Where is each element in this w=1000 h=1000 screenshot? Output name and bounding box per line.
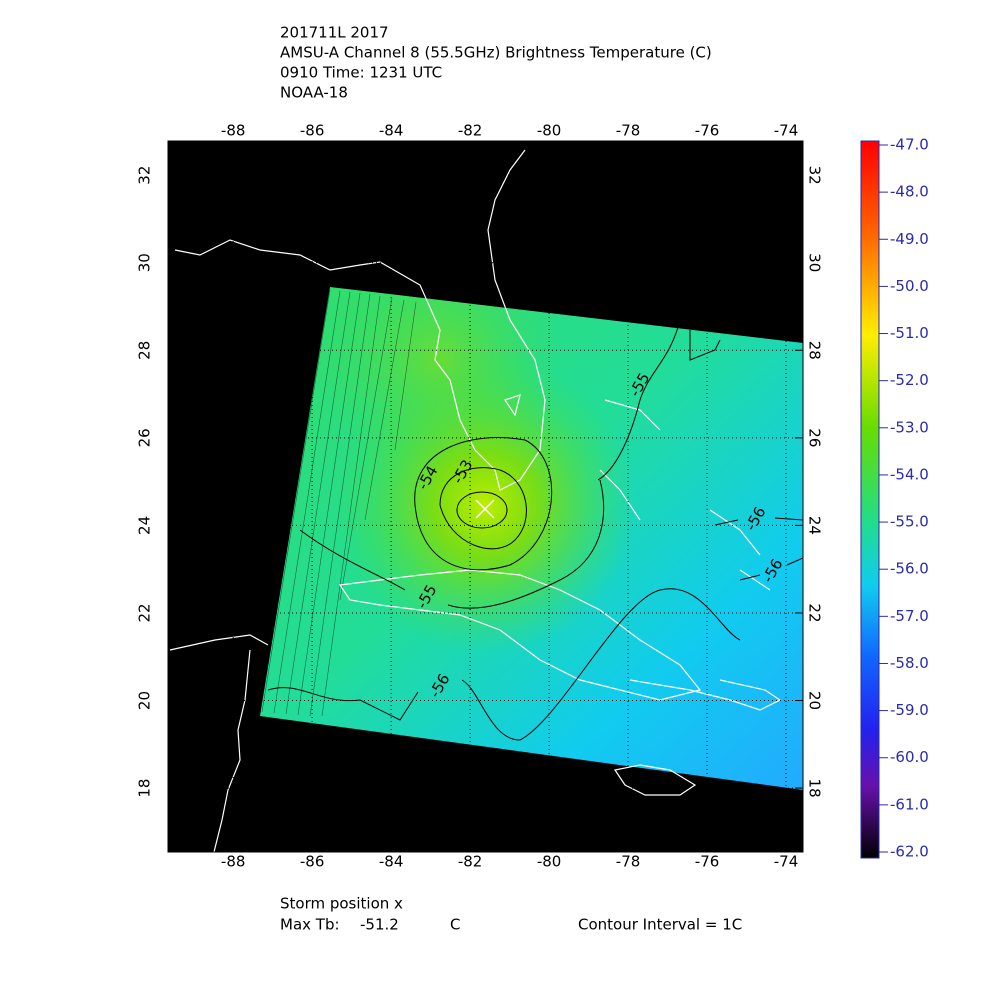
contour-inner — [456, 491, 508, 529]
contour-line — [739, 557, 803, 581]
colorbar-label: -54.0 — [890, 465, 929, 483]
colorbar-label: -48.0 — [890, 183, 929, 201]
x-tick-label: -74 — [774, 853, 799, 871]
colorbar-label: -55.0 — [890, 513, 929, 531]
max-tb-unit: C — [450, 916, 460, 934]
colorbar-label: -56.0 — [890, 560, 929, 578]
colorbar-label: -52.0 — [890, 371, 929, 389]
colorbar-label: -61.0 — [890, 795, 929, 813]
x-tick-label: -88 — [221, 853, 246, 871]
colorbar-label: -60.0 — [890, 748, 929, 766]
y-tick-label: 28 — [806, 341, 824, 360]
x-tick-label: -76 — [695, 122, 720, 140]
x-tick-label: -88 — [221, 122, 246, 140]
y-tick-label: 22 — [136, 603, 154, 622]
x-tick-label: -82 — [458, 122, 483, 140]
colorbar-label: -59.0 — [890, 701, 929, 719]
coastlines — [169, 149, 782, 852]
x-tick-label: -84 — [379, 122, 404, 140]
x-tick-label: -84 — [379, 853, 404, 871]
swath-edge-hatch — [261, 289, 417, 717]
x-tick-label: -86 — [300, 853, 325, 871]
footer: Storm position x Max Tb: -51.2 C Contour… — [280, 895, 742, 934]
x-tick-label: -74 — [774, 122, 799, 140]
title-line: NOAA-18 — [280, 84, 348, 102]
y-tick-label: 24 — [806, 516, 824, 535]
contour-interval: Contour Interval = 1C — [578, 916, 742, 934]
x-tick-label: -82 — [458, 853, 483, 871]
map-body: -53-54-55-55-56-56-56 — [168, 141, 803, 852]
y-tick-label: 26 — [806, 428, 824, 447]
y-tick-label: 32 — [806, 166, 824, 185]
title-line: 201711L 2017 — [280, 24, 389, 42]
y-tick-label: 18 — [806, 779, 824, 798]
x-tick-label: -76 — [695, 853, 720, 871]
storm-legend: Storm position x — [280, 895, 403, 913]
colorbar-label: -50.0 — [890, 277, 929, 295]
contour-line — [414, 437, 553, 571]
header: 201711L 2017 AMSU-A Channel 8 (55.5GHz) B… — [280, 24, 712, 102]
y-tick-label: 30 — [806, 253, 824, 272]
y-tick-label: 32 — [136, 166, 154, 185]
y-tick-label: 20 — [136, 691, 154, 710]
colorbar-label: -53.0 — [890, 418, 929, 436]
grid — [168, 141, 803, 852]
y-tick-label: 18 — [136, 779, 154, 798]
y-tick-label: 20 — [806, 691, 824, 710]
contour-line — [267, 588, 741, 741]
y-tick-label: 24 — [136, 516, 154, 535]
y-tick-label: 26 — [136, 428, 154, 447]
max-tb-label: Max Tb: — [280, 916, 340, 934]
x-tick-label: -80 — [537, 122, 562, 140]
contour-line — [597, 319, 721, 481]
colorbar: -47.0 -48.0 -49.0 -50.0 -51.0 -52.0 -53.0 -54.0… — [860, 136, 929, 861]
colorbar-label: -51.0 — [890, 324, 929, 342]
title-line: AMSU-A Channel 8 (55.5GHz) Brightness Te… — [280, 44, 712, 62]
colorbar-label: -49.0 — [890, 230, 929, 248]
x-tick-label: -78 — [616, 122, 641, 140]
swath-warm-core — [260, 287, 803, 790]
contour-line — [714, 517, 803, 526]
x-tick-label: -86 — [300, 122, 325, 140]
colorbar-label: -57.0 — [890, 607, 929, 625]
storm-position — [475, 499, 495, 519]
contour-line — [299, 479, 605, 609]
contour-line — [439, 467, 527, 550]
colorbar-ramp — [860, 140, 880, 859]
colorbar-label: -62.0 — [890, 843, 929, 861]
title-line: 0910 Time: 1231 UTC — [280, 64, 442, 82]
axes: -88-88-86-86-84-84-82-82-80-80-78-78-76-… — [136, 122, 824, 871]
x-tick-label: -80 — [537, 853, 562, 871]
colorbar-label: -58.0 — [890, 654, 929, 672]
y-tick-label: 22 — [806, 603, 824, 622]
x-tick-label: -78 — [616, 853, 641, 871]
map-frame — [167, 140, 804, 853]
max-tb-value: -51.2 — [360, 916, 399, 934]
y-tick-label: 28 — [136, 341, 154, 360]
colorbar-label: -47.0 — [890, 136, 929, 154]
y-tick-label: 30 — [136, 253, 154, 272]
